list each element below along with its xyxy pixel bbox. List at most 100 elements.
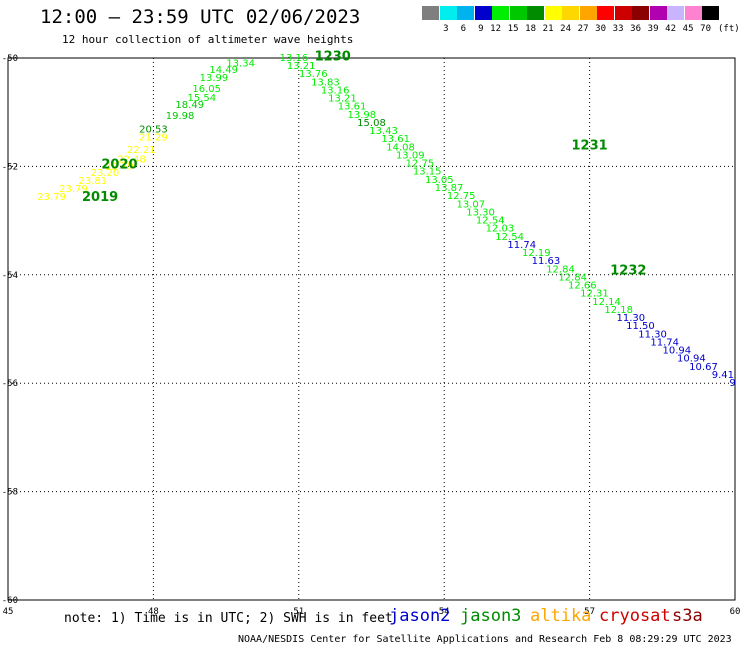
legend-label: 12 bbox=[490, 24, 501, 34]
wave-height-label: 10.67 bbox=[689, 362, 718, 373]
x-tick-label: 51 bbox=[293, 607, 304, 617]
wave-height-label: 9.41 bbox=[712, 370, 734, 381]
legend-swatch bbox=[492, 6, 509, 20]
legend-label: 33 bbox=[612, 24, 624, 34]
wave-height-label: 9 bbox=[729, 378, 735, 389]
wave-height-label: 13.21 bbox=[328, 94, 357, 105]
y-tick-label: -60 bbox=[2, 596, 18, 606]
satellite-s3a: s3a bbox=[672, 606, 703, 626]
wave-height-label: 23.81 bbox=[78, 176, 107, 187]
wave-height-label: 16.05 bbox=[192, 84, 221, 95]
wave-height-label: 13.09 bbox=[396, 150, 425, 161]
wave-height-label: 22.21 bbox=[127, 145, 156, 156]
wave-height-label: 14.49 bbox=[209, 65, 238, 76]
wave-height-label: 11.30 bbox=[616, 313, 645, 324]
wave-height-label: 11.30 bbox=[638, 329, 667, 340]
legend-swatch bbox=[509, 6, 527, 20]
wave-height-label: 23.79 bbox=[37, 192, 66, 203]
wave-height-label: 23.79 bbox=[59, 184, 88, 195]
wave-height-label: 15.08 bbox=[357, 118, 386, 129]
legend-label: 24 bbox=[560, 24, 571, 34]
wave-height-label: 14.08 bbox=[386, 142, 415, 153]
track-time-label: 1232 bbox=[610, 263, 646, 278]
legend-label: 3 bbox=[443, 24, 449, 34]
wave-height-label: 11.74 bbox=[650, 337, 679, 348]
wave-height-label: 21.29 bbox=[139, 133, 168, 144]
x-tick-label: 54 bbox=[439, 607, 450, 617]
wave-height-label: 15.54 bbox=[188, 93, 217, 104]
legend-label: 27 bbox=[577, 24, 589, 34]
y-tick-label: -58 bbox=[2, 488, 18, 498]
legend-label: 36 bbox=[630, 24, 641, 34]
footer-credit: NOAA/NESDIS Center for Satellite Applica… bbox=[238, 634, 732, 645]
wave-height-label: 12.84 bbox=[546, 264, 575, 275]
wave-height-label: 13.83 bbox=[311, 77, 340, 88]
legend-label: 21 bbox=[542, 24, 554, 34]
legend-swatch bbox=[597, 6, 614, 20]
y-tick-label: -52 bbox=[2, 162, 18, 172]
legend-label: 39 bbox=[647, 24, 659, 34]
wave-height-label: 19.98 bbox=[166, 111, 195, 122]
y-tick-label: -56 bbox=[2, 379, 18, 389]
wave-height-label: 13.15 bbox=[413, 167, 442, 178]
wave-height-label: 13.34 bbox=[226, 58, 255, 69]
legend-label: 42 bbox=[665, 24, 676, 34]
legend-swatch bbox=[544, 6, 562, 20]
y-tick-label: -50 bbox=[2, 54, 18, 64]
legend-swatch bbox=[649, 6, 667, 20]
wave-height-label: 13.61 bbox=[381, 134, 410, 145]
wave-height-label: 20.53 bbox=[139, 124, 168, 135]
wave-height-label: 13.43 bbox=[369, 126, 398, 137]
wave-height-label: 10.94 bbox=[663, 346, 692, 357]
wave-height-label: 12.18 bbox=[604, 305, 633, 316]
wave-height-label: 18.49 bbox=[175, 100, 204, 111]
track-time-label: 1231 bbox=[572, 139, 608, 154]
wave-height-label: 12.84 bbox=[558, 272, 587, 283]
legend-label: 9 bbox=[478, 24, 484, 34]
wave-height-label: 13.16 bbox=[321, 85, 350, 96]
legend-swatch bbox=[702, 6, 719, 20]
legend-label: 30 bbox=[595, 24, 606, 34]
legend-label: 18 bbox=[525, 24, 536, 34]
legend-label: 45 bbox=[682, 24, 694, 34]
wave-height-label: 12.66 bbox=[568, 281, 597, 292]
wave-height-label: 22.79 bbox=[105, 161, 134, 172]
track-time-label: 2020 bbox=[101, 158, 137, 173]
wave-height-label: 13.98 bbox=[347, 110, 376, 121]
wave-height-label: 13.05 bbox=[425, 175, 454, 186]
legend-swatch bbox=[474, 6, 492, 20]
wave-height-label: 13.21 bbox=[287, 61, 316, 72]
legend-swatch bbox=[439, 6, 457, 20]
y-tick-label: -54 bbox=[2, 271, 18, 281]
chart-title: 12:00 – 23:59 UTC 02/06/2023 bbox=[40, 6, 361, 28]
legend-label: 70 bbox=[700, 24, 711, 34]
x-tick-label: 48 bbox=[148, 607, 159, 617]
legend-swatch bbox=[527, 6, 544, 20]
wave-height-label: 22.48 bbox=[117, 154, 146, 165]
chart-subtitle: 12 hour collection of altimeter wave hei… bbox=[62, 33, 354, 46]
wave-height-label: 12.54 bbox=[476, 216, 505, 227]
wave-height-label: 13.30 bbox=[466, 207, 495, 218]
wave-height-label: 13.99 bbox=[200, 73, 229, 84]
x-tick-label: 57 bbox=[584, 607, 595, 617]
legend-label: 6 bbox=[460, 24, 466, 34]
satellite-jason3: jason3 bbox=[460, 606, 522, 626]
wave-height-label: 13.61 bbox=[338, 102, 367, 113]
wave-height-label: 13.76 bbox=[299, 69, 328, 80]
satellite-jason2: jason2 bbox=[389, 606, 451, 626]
wave-height-label: 12.14 bbox=[592, 297, 621, 308]
wave-height-label: 11.63 bbox=[532, 256, 561, 267]
plot-frame bbox=[7, 57, 736, 601]
legend-unit: (ft) bbox=[718, 24, 740, 34]
track-time-label: 2019 bbox=[82, 190, 118, 205]
x-tick-label: 60 bbox=[730, 607, 740, 617]
wave-height-label: 12.03 bbox=[486, 224, 515, 235]
wave-height-label: 12.75 bbox=[447, 191, 476, 202]
wave-height-label: 11.74 bbox=[507, 240, 536, 251]
wave-height-label: 13.87 bbox=[435, 183, 464, 194]
legend-swatch bbox=[684, 6, 702, 20]
wave-height-label: 12.75 bbox=[406, 159, 435, 170]
wave-height-label: 10.94 bbox=[677, 354, 706, 365]
wave-height-label: 12.19 bbox=[522, 248, 551, 259]
